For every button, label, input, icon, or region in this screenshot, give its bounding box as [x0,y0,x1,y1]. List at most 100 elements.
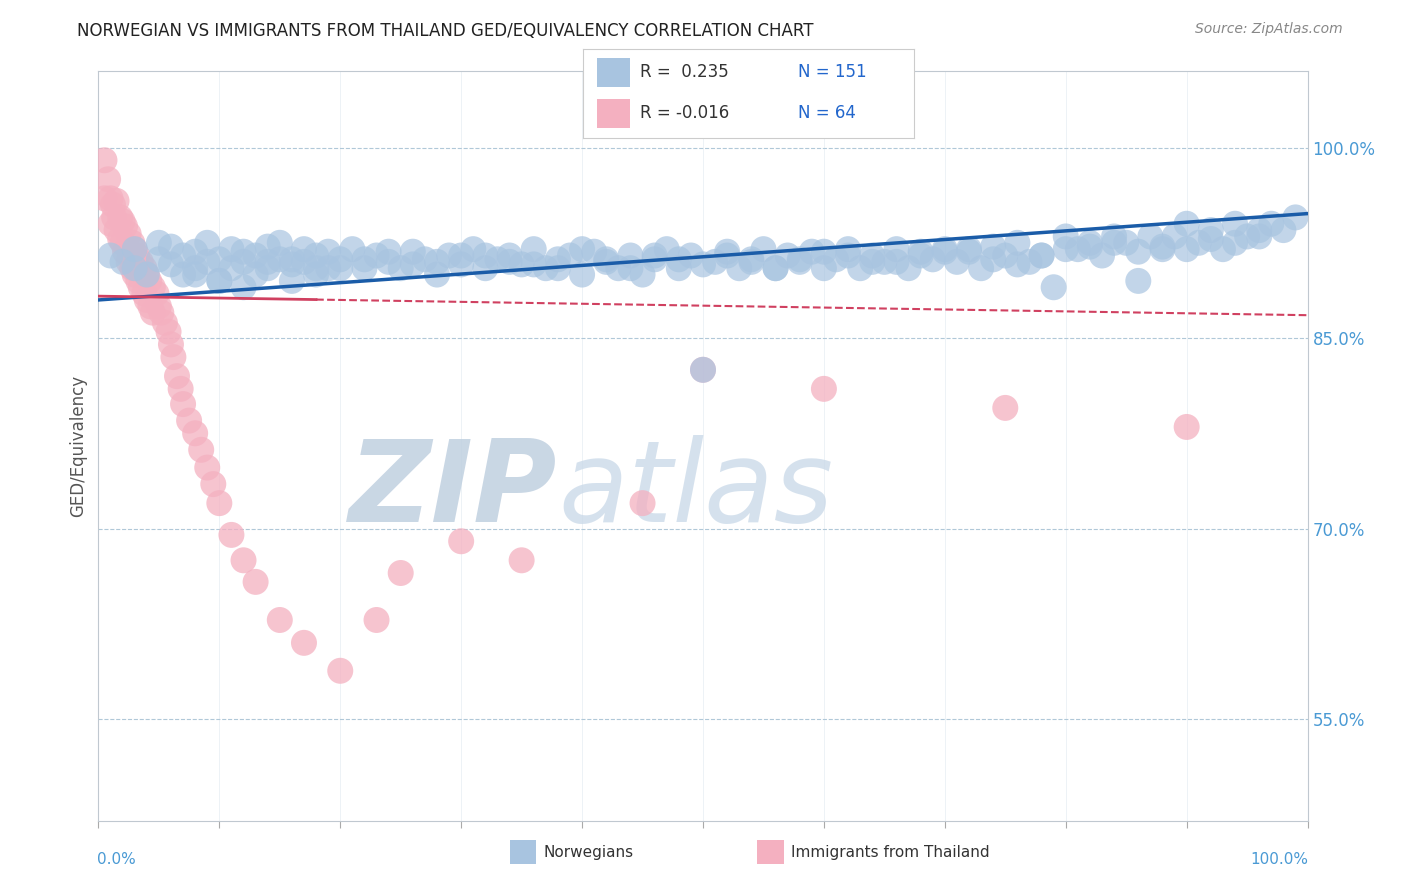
Point [366,248,388,262]
Point [1031,248,1053,262]
Point [127,274,149,288]
Point [813,244,835,259]
Point [353,261,375,276]
Point [498,248,520,262]
Point [534,261,557,276]
Point [547,252,569,267]
Point [100,248,122,262]
FancyBboxPatch shape [758,840,785,864]
Point [208,496,231,510]
Point [679,248,702,262]
Point [1102,229,1125,244]
Point [498,255,520,269]
Point [595,252,617,267]
Point [232,553,254,567]
Point [1249,229,1271,244]
Point [607,261,630,276]
Point [93,153,115,168]
Point [486,252,509,267]
Point [1152,239,1174,253]
Point [329,261,352,276]
Point [981,252,1004,267]
Point [1199,232,1222,246]
Text: Source: ZipAtlas.com: Source: ZipAtlas.com [1195,22,1343,37]
Point [121,261,143,276]
Point [172,268,194,282]
Point [994,248,1017,262]
Point [692,363,714,377]
Point [342,242,364,256]
Point [740,252,762,267]
Point [160,239,183,253]
Point [160,257,183,271]
Point [765,261,787,276]
Point [305,261,328,276]
Point [619,248,641,262]
Point [1175,217,1198,231]
Point [184,244,207,259]
Point [184,261,207,276]
Point [692,257,714,271]
Text: 100.0%: 100.0% [1251,852,1309,867]
Point [886,255,908,269]
Point [269,235,291,250]
Point [305,268,328,282]
Point [402,244,425,259]
Point [281,252,304,267]
Point [142,280,165,294]
Point [426,255,449,269]
Point [232,244,254,259]
Point [1128,274,1150,288]
Point [910,244,932,259]
Point [437,248,460,262]
Point [1223,235,1246,250]
Bar [596,99,630,128]
Point [1007,235,1029,250]
Point [208,252,231,267]
Point [1031,248,1053,262]
Point [1128,244,1150,259]
Point [1272,223,1295,237]
Point [190,442,212,457]
Point [921,252,943,267]
Point [910,248,932,262]
Point [145,286,167,301]
Point [523,242,546,256]
Point [129,255,152,269]
Point [1091,248,1114,262]
Point [281,274,304,288]
Point [305,248,328,262]
Point [269,613,291,627]
Point [221,528,243,542]
Point [316,244,339,259]
Point [1078,239,1101,253]
Point [256,255,278,269]
Point [1115,235,1137,250]
Point [765,261,787,276]
Point [124,268,146,282]
Point [245,248,267,262]
Point [329,664,352,678]
Point [139,299,162,313]
Point [118,255,141,269]
Point [208,274,231,288]
Point [1018,255,1040,269]
Point [789,255,811,269]
Point [124,242,146,256]
Point [377,244,399,259]
Point [329,252,352,267]
Point [153,316,176,330]
Point [97,172,120,186]
Text: NORWEGIAN VS IMMIGRANTS FROM THAILAND GED/EQUIVALENCY CORRELATION CHART: NORWEGIAN VS IMMIGRANTS FROM THAILAND GE… [77,22,814,40]
Point [124,242,146,256]
Point [776,248,799,262]
Point [813,261,835,276]
Point [800,244,823,259]
Point [111,214,134,228]
Point [129,280,152,294]
Point [366,613,388,627]
Point [121,235,143,250]
Point [1284,211,1306,225]
Point [1260,217,1282,231]
Point [166,369,188,384]
